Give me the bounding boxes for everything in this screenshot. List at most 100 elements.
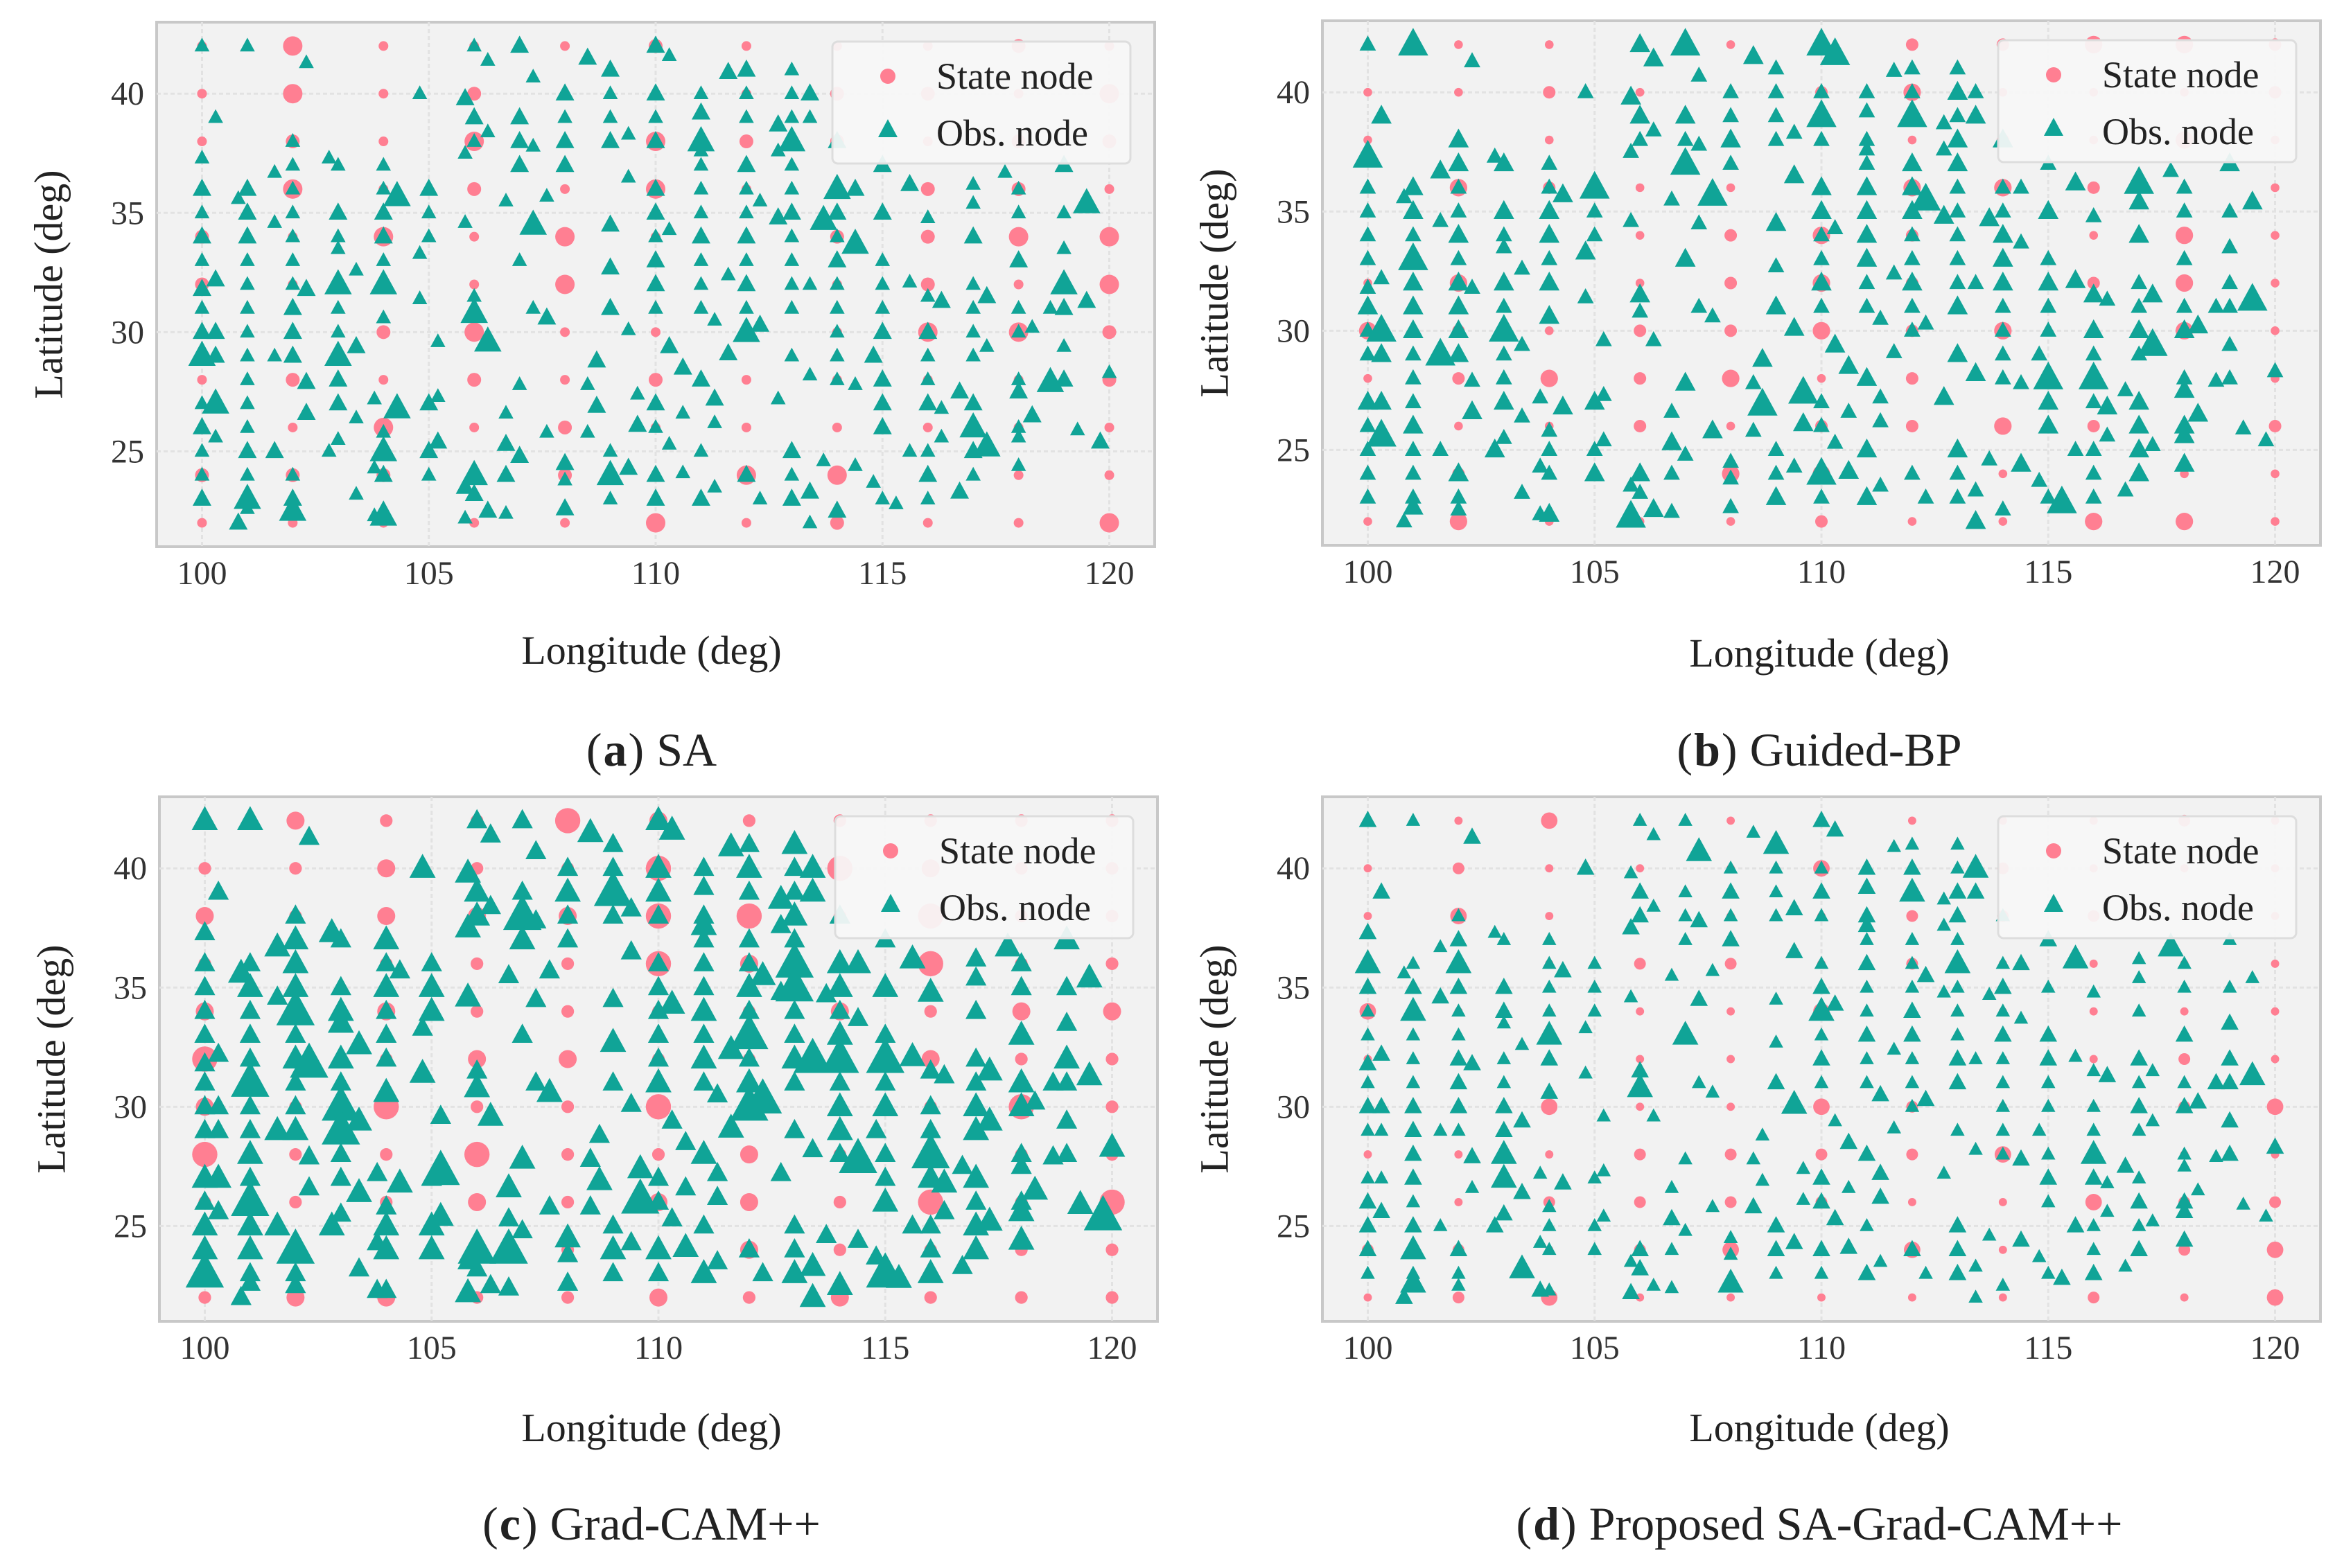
obs-node-point [866,1118,887,1138]
obs-node-point [418,1235,445,1260]
obs-node-point [185,1252,225,1288]
obs-node-point [207,880,229,900]
obs-node-point [1904,464,1921,480]
obs-node-point [298,1176,320,1196]
state-node-point [1726,517,1735,526]
obs-node-point [2131,345,2148,361]
obs-node-point [2086,1098,2101,1112]
caption-method: Proposed SA-Grad-CAM++ [1589,1497,2123,1550]
obs-node-point [875,491,891,504]
y-tick-label: 30 [1277,312,1310,349]
obs-node-point [775,966,814,1002]
obs-node-point [730,1014,769,1050]
obs-node-point [1992,224,2013,243]
obs-node-point [1620,85,1641,105]
obs-node-point [2066,1216,2085,1233]
obs-node-point [1872,412,1889,428]
obs-node-point [466,1059,488,1079]
state-node-point [555,227,575,247]
obs-node-point [2131,297,2148,313]
obs-node-point [737,464,756,482]
obs-node-point [963,1235,990,1260]
obs-node-point [997,164,1013,178]
obs-node-point [1464,52,1480,68]
obs-node-point [1514,407,1530,423]
obs-node-point [1623,989,1638,1003]
obs-node-point [600,1028,627,1052]
obs-node-point [1372,1201,1390,1218]
obs-node-point [1950,860,1965,874]
state-node-point [649,1288,667,1307]
obs-node-point [1536,1021,1563,1045]
obs-node-point [963,1092,990,1116]
obs-node-point [1494,1204,1513,1221]
obs-node-point [2221,1111,2239,1128]
obs-node-point [769,114,788,132]
obs-node-point [965,276,981,290]
obs-node-point [920,1237,941,1258]
obs-node-point [2068,1048,2083,1062]
obs-node-point [977,285,997,303]
obs-node-point [480,52,496,66]
obs-node-point [1616,500,1646,528]
obs-node-point [1806,99,1837,127]
obs-node-point [965,347,981,362]
obs-node-point [2128,391,2150,410]
obs-node-point [737,155,756,173]
obs-node-point [1493,272,1514,291]
obs-node-point [1744,421,1762,437]
state-node-point [378,136,389,147]
obs-node-point [1857,877,1876,895]
obs-node-point [206,345,225,363]
obs-node-point [2177,979,2192,993]
state-node-point [1636,1007,1645,1016]
state-node-point [1998,1245,2007,1254]
obs-node-point [875,252,891,266]
obs-node-point [769,207,788,224]
obs-node-point [1586,202,1603,218]
obs-node-point [367,1161,388,1181]
obs-node-point [2128,224,2150,243]
obs-node-point [1398,28,1428,56]
obs-node-point [1449,978,1468,994]
obs-node-point [693,1071,715,1091]
obs-node-point [875,1143,896,1163]
obs-node-point [2207,1073,2225,1090]
obs-node-point [1404,1097,1422,1113]
obs-node-point [784,276,800,290]
state-node-point [2268,419,2282,432]
state-node-point [827,465,847,485]
obs-node-point [647,1047,670,1067]
obs-node-point [1950,1027,1965,1041]
state-node-point [1634,1196,1646,1208]
obs-node-point [1994,178,2011,194]
obs-node-point [1796,1192,1811,1205]
x-tick-label: 110 [1797,1330,1846,1366]
state-node-point [1726,1007,1735,1016]
obs-node-point [1858,130,1875,146]
x-tick-label: 115 [861,1330,909,1366]
y-tick-label: 25 [1277,432,1310,468]
obs-node-point [239,952,261,971]
obs-node-point [690,1259,717,1283]
subplot-caption: (d) Proposed SA-Grad-CAM++ [1516,1497,2122,1550]
obs-node-point [1056,1071,1078,1091]
obs-node-point [1448,128,1469,148]
obs-node-point [1631,882,1650,899]
y-tick-label: 35 [1277,969,1310,1006]
x-axis-label: Longitude (deg) [521,628,781,673]
x-tick-label: 100 [1343,1330,1392,1366]
obs-node-point [693,1214,715,1234]
state-node-point [2271,183,2280,193]
obs-node-point [409,1059,436,1083]
state-node-point [1105,1052,1119,1066]
obs-node-point [1968,1289,1983,1303]
obs-node-point [2131,951,2146,964]
obs-node-point [498,1207,520,1226]
obs-node-point [873,321,892,340]
obs-node-point [525,840,547,860]
obs-node-point [1967,274,1984,290]
x-tick-label: 100 [180,1330,229,1366]
obs-node-point [421,228,437,243]
obs-node-point [1372,882,1390,899]
